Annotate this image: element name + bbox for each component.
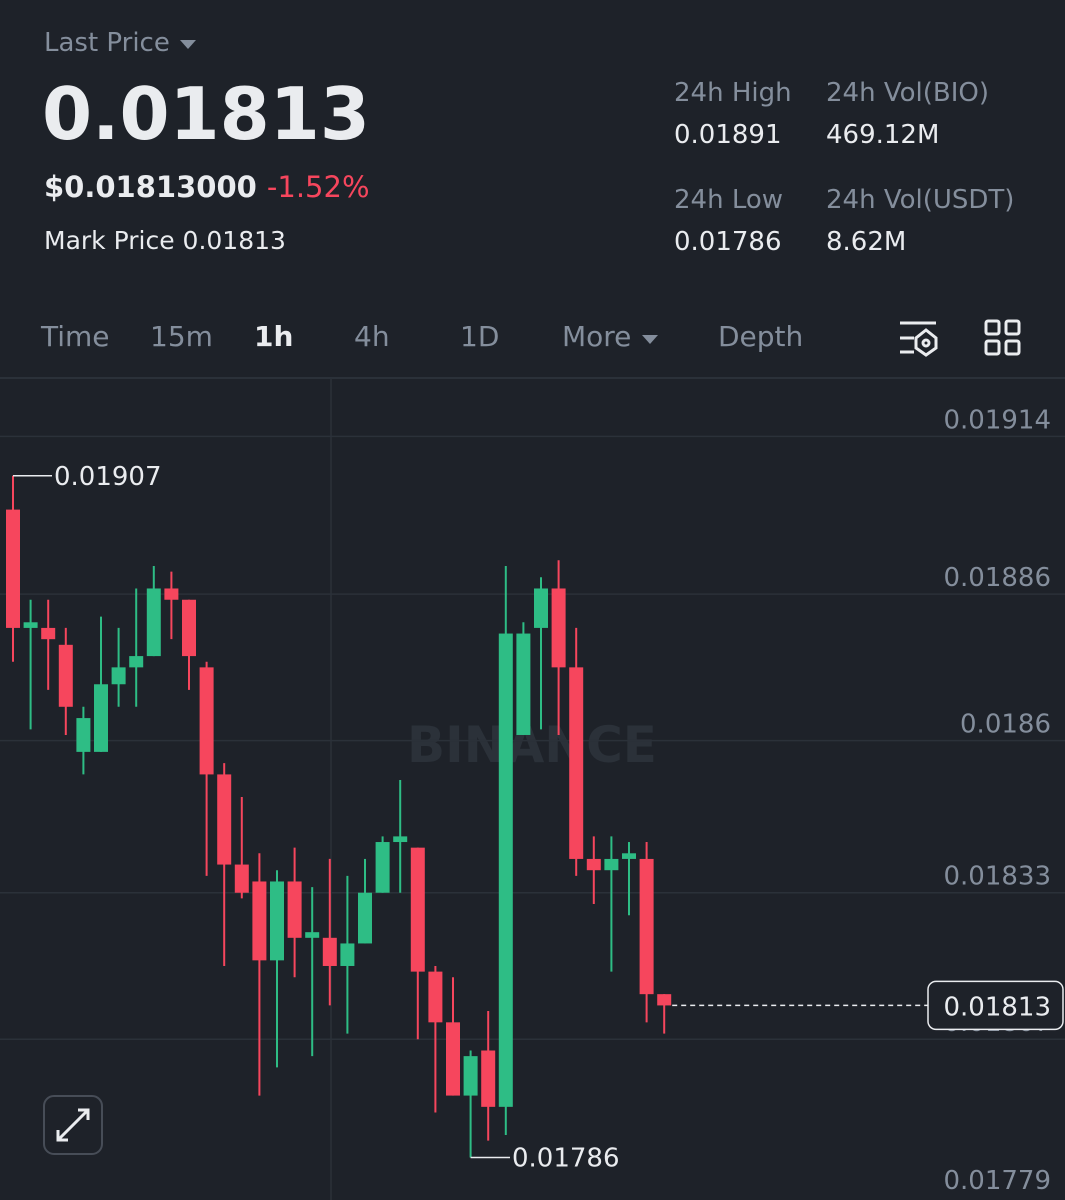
y-tick-label: 0.01886 — [943, 563, 1051, 593]
high-marker-label: 0.01907 — [54, 462, 162, 492]
y-tick-label: 0.0186 — [960, 710, 1051, 740]
candle-body — [410, 847, 425, 972]
low-marker-label: 0.01786 — [512, 1144, 620, 1174]
label: Mark Price — [44, 226, 175, 255]
stat-label: 24h Vol(BIO) — [826, 78, 989, 108]
stat-value: 8.62M — [826, 227, 907, 257]
candle-body — [481, 1050, 496, 1107]
y-tick-label: 0.01833 — [943, 862, 1051, 892]
y-tick-label: 0.01914 — [943, 405, 1051, 435]
indicator-icon[interactable] — [898, 318, 940, 358]
tab[interactable]: 4h — [354, 320, 390, 353]
tab[interactable]: Time — [41, 320, 110, 353]
candle-body — [217, 774, 232, 865]
candle-body — [657, 994, 672, 1006]
candle-body — [375, 842, 390, 893]
dropdown-caret — [642, 335, 659, 344]
stat-label: 24h High — [674, 78, 792, 108]
watermark: BINANCE — [407, 716, 657, 774]
value: 0.01813 — [182, 226, 286, 255]
candle-body — [6, 509, 20, 628]
candle-body — [111, 667, 126, 685]
candle-body — [569, 667, 584, 859]
label: More — [562, 320, 632, 353]
tab[interactable]: 1D — [460, 320, 500, 353]
candle-body — [164, 588, 179, 600]
tab[interactable]: Depth — [718, 320, 804, 353]
candle-body — [322, 937, 337, 966]
candle-body — [463, 1056, 478, 1096]
candle-body — [182, 599, 196, 657]
candle-body — [41, 627, 56, 640]
stat-label: 24h Vol(USDT) — [826, 185, 1015, 215]
candle-body — [270, 881, 284, 961]
candle-body — [446, 1022, 460, 1096]
candle-body — [146, 588, 161, 657]
last-price-label[interactable]: Last Price — [44, 28, 198, 58]
stat-value: 469.12M — [826, 120, 940, 150]
candle-body — [639, 858, 654, 995]
candle-body — [604, 858, 619, 871]
candle-body — [234, 864, 249, 893]
divider — [0, 377, 1065, 379]
tab-active[interactable]: 1h — [254, 320, 294, 353]
chart: BINANCE 0.01914 0.01886 0.0186 0.01833 0.018… — [0, 378, 1065, 1200]
candle-body — [358, 892, 372, 944]
current-price-box — [927, 980, 1064, 1031]
candle-body — [498, 633, 513, 1107]
mark-price: Mark Price 0.01813 — [44, 226, 286, 255]
fullscreen-button[interactable] — [43, 1095, 103, 1155]
stat-value: 0.01786 — [674, 227, 782, 257]
expand-icon — [56, 1108, 90, 1142]
candle-body — [305, 932, 320, 938]
candle-body — [129, 656, 144, 668]
last-price: 0.01813 — [42, 72, 370, 156]
dropdown-caret — [180, 39, 197, 49]
candle-body — [340, 943, 355, 966]
candle-body — [516, 633, 531, 735]
layout-icon[interactable] — [983, 318, 1023, 358]
candle-body — [287, 881, 302, 938]
y-tick-label: 0.01779 — [943, 1166, 1051, 1196]
usd-value: $0.01813000 — [44, 170, 257, 204]
stat-label: 24h Low — [674, 185, 784, 215]
candle-body — [199, 667, 214, 775]
candle-body — [94, 684, 108, 752]
candle-body — [586, 858, 601, 871]
usd-price: $0.01813000 -1.52% — [44, 170, 370, 204]
stat-value: 0.01891 — [674, 120, 782, 150]
change: -1.52% — [266, 170, 370, 204]
current-price-label: 0.01813 — [943, 992, 1051, 1022]
candle-body — [76, 718, 91, 752]
candle-body — [428, 971, 443, 1023]
tab[interactable]: 15m — [150, 320, 213, 353]
candle-body — [622, 853, 636, 859]
candle-body — [23, 622, 38, 628]
candle-body — [393, 836, 408, 843]
candle-body — [534, 588, 548, 628]
candle-body — [551, 588, 566, 668]
tab[interactable]: More — [562, 320, 660, 353]
candle-body — [58, 644, 73, 707]
candle-body — [252, 881, 267, 961]
label: Last Price — [44, 28, 170, 58]
